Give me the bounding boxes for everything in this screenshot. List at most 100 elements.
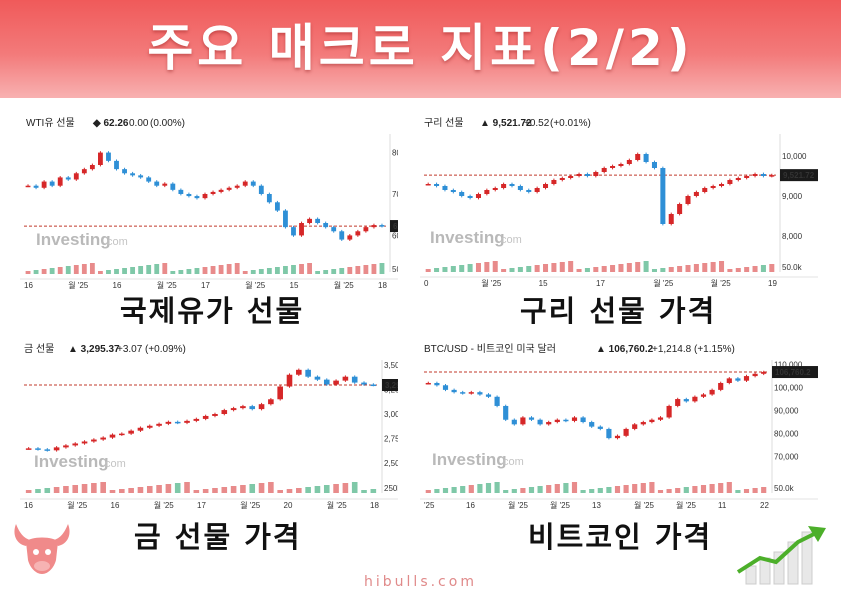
copper-volume-bar bbox=[769, 264, 775, 272]
btc-candle bbox=[537, 419, 543, 425]
copper-candle bbox=[568, 176, 574, 178]
gold-volume-bar bbox=[286, 489, 293, 493]
copper-x-tick: 월 '25 bbox=[481, 278, 502, 288]
copper-candle bbox=[752, 174, 758, 176]
wti-x-tick: 월 '25 bbox=[334, 280, 355, 290]
btc-volume-bar bbox=[563, 483, 569, 493]
gold-watermark: Investing bbox=[34, 452, 109, 471]
copper-volume-bar bbox=[651, 269, 657, 272]
wti-volume bbox=[25, 263, 385, 274]
copper-x-tick: 월 '25 bbox=[711, 278, 732, 288]
wti-candle bbox=[81, 169, 87, 174]
gold-volume-bar bbox=[202, 489, 209, 493]
copper-candle bbox=[434, 184, 440, 186]
btc-volume-bar bbox=[434, 489, 440, 493]
btc-candle bbox=[563, 419, 569, 422]
gold-candle bbox=[333, 380, 339, 385]
copper-candle bbox=[702, 188, 708, 192]
gold-candle bbox=[81, 441, 88, 444]
gold-volume-bar bbox=[333, 484, 339, 493]
copper-candle bbox=[467, 196, 473, 198]
copper-volume-bar bbox=[467, 264, 473, 272]
gold-volume-bar bbox=[240, 485, 246, 493]
btc-candle bbox=[649, 419, 655, 423]
gold-volume-bar bbox=[119, 489, 125, 493]
gold-x-tick: 17 bbox=[197, 501, 206, 510]
btc-y-axis: 110,000 100,000 90,000 80,000 70,000 50.0k 106… bbox=[772, 361, 818, 493]
wti-volume-bar bbox=[114, 269, 119, 274]
copper-volume-bar bbox=[618, 264, 624, 272]
gold-x-tick: 월 '25 bbox=[327, 500, 348, 510]
wti-candle bbox=[138, 175, 144, 178]
btc-volume-bar bbox=[580, 490, 586, 493]
btc-candle bbox=[511, 419, 517, 425]
gold-volume-bar bbox=[100, 482, 106, 493]
wti-header-change: 0.00 bbox=[129, 118, 149, 129]
wti-volume-bar bbox=[154, 264, 160, 274]
copper-chart: 구리 선물 ▲ 9,521.72 +0.52 (+0.01%) Investin… bbox=[420, 112, 818, 294]
gold-y-tick: 3,500 bbox=[384, 361, 398, 370]
btc-candle bbox=[606, 428, 612, 439]
wti-header-name: WTI유 선물 bbox=[26, 117, 75, 129]
gold-candle bbox=[25, 448, 32, 450]
gold-candle bbox=[184, 420, 190, 423]
gold-candle bbox=[277, 386, 283, 400]
btc-volume-tick: 50.0k bbox=[774, 484, 795, 493]
copper-y-tick: 8,000 bbox=[782, 232, 803, 241]
wti-volume-bar bbox=[242, 271, 248, 274]
gold-x-tick: 월 '25 bbox=[240, 500, 261, 510]
copper-candle bbox=[769, 175, 775, 177]
gold-volume-bar bbox=[249, 484, 256, 493]
btc-volume-bar bbox=[520, 488, 526, 493]
btc-volume-bar bbox=[468, 485, 474, 493]
wti-x-tick: 17 bbox=[201, 281, 210, 290]
copper-volume-bar bbox=[635, 262, 641, 272]
wti-plot bbox=[24, 151, 386, 241]
gold-volume-bar bbox=[230, 486, 237, 493]
wti-volume-bar bbox=[186, 269, 192, 274]
wti-volume-bar bbox=[226, 264, 232, 274]
btc-volume-bar bbox=[666, 489, 672, 493]
wti-candle bbox=[73, 173, 79, 180]
copper-volume-bar bbox=[752, 266, 758, 272]
gold-candle bbox=[72, 443, 79, 446]
chart-panel-copper: 구리 선물 ▲ 9,521.72 +0.52 (+0.01%) Investin… bbox=[420, 112, 818, 294]
gold-plot bbox=[24, 368, 378, 452]
copper-volume-bar bbox=[760, 265, 766, 272]
copper-volume-bar bbox=[702, 263, 708, 272]
copper-candle bbox=[651, 162, 657, 168]
wti-candle bbox=[323, 223, 329, 228]
copper-volume-bar bbox=[568, 261, 574, 272]
copper-candle bbox=[744, 176, 750, 178]
gold-volume-bar bbox=[277, 490, 283, 493]
copper-candle bbox=[593, 172, 599, 176]
wti-candle bbox=[274, 202, 280, 211]
wti-header-pct: (0.00%) bbox=[150, 118, 185, 129]
gold-candle bbox=[268, 399, 274, 405]
copper-volume-bar bbox=[735, 268, 741, 272]
wti-candle bbox=[315, 218, 321, 223]
btc-candle bbox=[657, 417, 664, 420]
gold-volume-bar bbox=[221, 487, 228, 493]
gold-candle bbox=[249, 406, 256, 410]
wti-x-tick: 16 bbox=[24, 281, 33, 290]
gold-candle bbox=[202, 415, 209, 419]
copper-volume-bar bbox=[593, 267, 599, 272]
rising-bars-arrow-icon bbox=[736, 526, 826, 585]
btc-candle bbox=[434, 382, 440, 386]
gold-volume-bar bbox=[212, 488, 218, 493]
gold-candle bbox=[323, 379, 330, 385]
copper-candle bbox=[559, 178, 565, 180]
copper-volume-bar bbox=[425, 269, 431, 272]
gold-volume-bar bbox=[44, 488, 51, 493]
gold-volume-bar bbox=[351, 482, 358, 493]
btc-candle bbox=[718, 382, 724, 390]
bull-logo-icon bbox=[14, 524, 70, 574]
copper-candle bbox=[727, 180, 733, 184]
wti-header-price: ◆ 62.26 bbox=[92, 118, 129, 129]
btc-x-tick: 11 bbox=[718, 501, 727, 510]
gold-volume-bar bbox=[342, 483, 349, 493]
copper-volume-bar bbox=[601, 266, 607, 272]
wti-candle bbox=[33, 185, 39, 188]
wti-volume-bar bbox=[331, 269, 337, 274]
